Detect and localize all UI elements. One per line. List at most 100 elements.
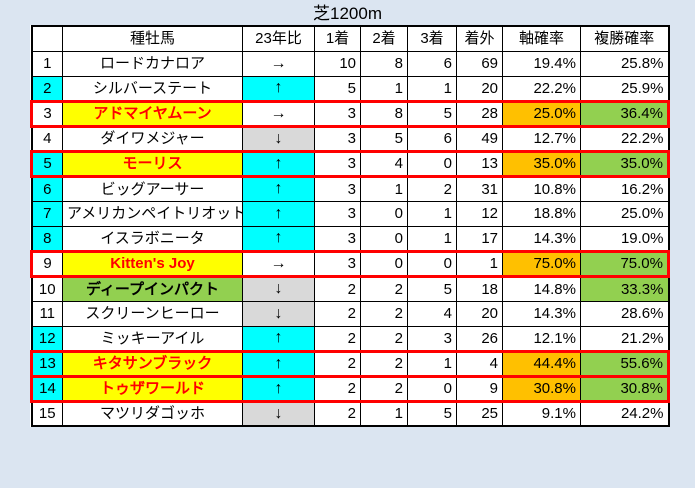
header-rank — [31, 25, 63, 52]
table-row: 7 アメリカンペイトリオット ↑ 3 0 1 12 18.8% 25.0% — [31, 200, 669, 227]
second-place-cell: 4 — [360, 149, 408, 178]
place-prob-cell: 30.8% — [580, 374, 670, 403]
out-of-place-cell: 4 — [456, 349, 503, 378]
second-place-cell: 0 — [360, 200, 408, 227]
second-place-cell: 2 — [360, 349, 408, 378]
out-of-place-cell: 31 — [456, 175, 503, 202]
rank-cell: 6 — [31, 175, 63, 202]
out-of-place-cell: 49 — [456, 125, 503, 152]
place-prob-cell: 25.0% — [580, 200, 669, 227]
axis-prob-cell: 12.7% — [502, 125, 581, 152]
second-place-cell: 2 — [360, 374, 408, 403]
axis-prob-cell: 30.8% — [502, 374, 581, 403]
out-of-place-cell: 28 — [456, 99, 503, 128]
place-prob-cell: 21.2% — [580, 325, 669, 352]
third-place-cell: 0 — [407, 249, 457, 278]
axis-prob-cell: 35.0% — [502, 149, 581, 178]
second-place-cell: 8 — [360, 99, 408, 128]
table-row: 4 ダイワメジャー ↓ 3 5 6 49 12.7% 22.2% — [31, 125, 669, 152]
second-place-cell: 2 — [360, 275, 408, 302]
first-place-cell: 3 — [314, 99, 361, 128]
table-row: 14 トゥザワールド ↑ 2 2 0 9 30.8% 30.8% — [30, 374, 670, 403]
place-prob-cell: 16.2% — [580, 175, 669, 202]
axis-prob-cell: 14.8% — [502, 275, 581, 302]
table-header-row: 種牡馬 23年比 1着 2着 3着 着外 軸確率 複勝確率 — [31, 25, 669, 52]
axis-prob-cell: 9.1% — [502, 400, 581, 427]
place-prob-cell: 75.0% — [580, 249, 670, 278]
out-of-place-cell: 9 — [456, 374, 503, 403]
first-place-cell: 10 — [314, 50, 361, 77]
rank-cell: 14 — [30, 374, 63, 403]
table-row: 8 イスラボニータ ↑ 3 0 1 17 14.3% 19.0% — [31, 225, 669, 252]
trend-arrow-cell: → — [242, 99, 315, 128]
second-place-cell: 2 — [360, 325, 408, 352]
sire-name-cell: モーリス — [62, 149, 243, 178]
rank-cell: 2 — [31, 75, 63, 102]
table-row: 3 アドマイヤムーン → 3 8 5 28 25.0% 36.4% — [30, 99, 670, 128]
rank-cell: 13 — [30, 349, 63, 378]
axis-prob-cell: 14.3% — [502, 300, 581, 327]
rank-cell: 1 — [31, 50, 63, 77]
third-place-cell: 6 — [407, 50, 457, 77]
table-row: 10 ディープインパクト ↓ 2 2 5 18 14.8% 33.3% — [31, 275, 669, 302]
sire-name-cell: Kitten's Joy — [62, 249, 243, 278]
rank-cell: 15 — [31, 400, 63, 427]
rank-cell: 3 — [30, 99, 63, 128]
rank-cell: 4 — [31, 125, 63, 152]
table-row: 9 Kitten's Joy → 3 0 0 1 75.0% 75.0% — [30, 249, 670, 278]
rank-cell: 9 — [30, 249, 63, 278]
first-place-cell: 2 — [314, 374, 361, 403]
axis-prob-cell: 18.8% — [502, 200, 581, 227]
axis-prob-cell: 10.8% — [502, 175, 581, 202]
sire-name-cell: ロードカナロア — [62, 50, 243, 77]
place-prob-cell: 28.6% — [580, 300, 669, 327]
sire-name-cell: トゥザワールド — [62, 374, 243, 403]
table-row: 5 モーリス ↑ 3 4 0 13 35.0% 35.0% — [30, 149, 670, 178]
second-place-cell: 1 — [360, 175, 408, 202]
axis-prob-cell: 22.2% — [502, 75, 581, 102]
first-place-cell: 2 — [314, 349, 361, 378]
first-place-cell: 3 — [314, 225, 361, 252]
place-prob-cell: 33.3% — [580, 275, 669, 302]
rank-cell: 5 — [30, 149, 63, 178]
trend-arrow-cell: ↑ — [242, 374, 315, 403]
header-second-place: 2着 — [360, 25, 408, 52]
header-third-place: 3着 — [407, 25, 457, 52]
axis-prob-cell: 75.0% — [502, 249, 581, 278]
trend-arrow-cell: → — [242, 50, 315, 77]
out-of-place-cell: 12 — [456, 200, 503, 227]
sire-name-cell: アドマイヤムーン — [62, 99, 243, 128]
axis-prob-cell: 19.4% — [502, 50, 581, 77]
trend-arrow-cell: ↓ — [242, 125, 315, 152]
header-first-place: 1着 — [314, 25, 361, 52]
second-place-cell: 8 — [360, 50, 408, 77]
third-place-cell: 1 — [407, 349, 457, 378]
trend-arrow-cell: ↑ — [242, 325, 315, 352]
sire-name-cell: スクリーンヒーロー — [62, 300, 243, 327]
trend-arrow-cell: → — [242, 249, 315, 278]
trend-arrow-cell: ↑ — [242, 349, 315, 378]
sire-name-cell: キタサンブラック — [62, 349, 243, 378]
second-place-cell: 2 — [360, 300, 408, 327]
place-prob-cell: 55.6% — [580, 349, 670, 378]
table-row: 1 ロードカナロア → 10 8 6 69 19.4% 25.8% — [31, 50, 669, 77]
out-of-place-cell: 69 — [456, 50, 503, 77]
first-place-cell: 2 — [314, 400, 361, 427]
rank-cell: 11 — [31, 300, 63, 327]
trend-arrow-cell: ↑ — [242, 200, 315, 227]
table-row: 6 ビッグアーサー ↑ 3 1 2 31 10.8% 16.2% — [31, 175, 669, 202]
table-row: 11 スクリーンヒーロー ↓ 2 2 4 20 14.3% 28.6% — [31, 300, 669, 327]
out-of-place-cell: 20 — [456, 75, 503, 102]
page-title: 芝1200m — [313, 4, 382, 23]
out-of-place-cell: 20 — [456, 300, 503, 327]
rank-cell: 8 — [31, 225, 63, 252]
third-place-cell: 1 — [407, 225, 457, 252]
first-place-cell: 2 — [314, 325, 361, 352]
sire-name-cell: ビッグアーサー — [62, 175, 243, 202]
second-place-cell: 1 — [360, 75, 408, 102]
out-of-place-cell: 13 — [456, 149, 503, 178]
rank-cell: 7 — [31, 200, 63, 227]
third-place-cell: 4 — [407, 300, 457, 327]
place-prob-cell: 36.4% — [580, 99, 670, 128]
third-place-cell: 1 — [407, 200, 457, 227]
